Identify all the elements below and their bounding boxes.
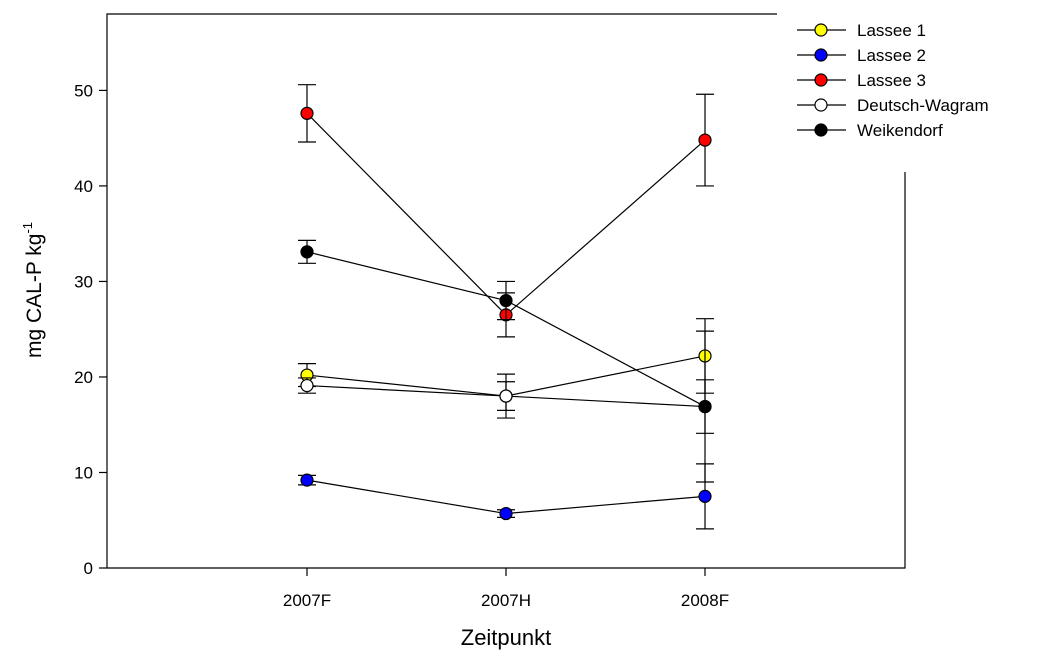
y-tick-label: 50 (74, 81, 93, 100)
y-tick-label: 40 (74, 177, 93, 196)
legend-marker (814, 98, 828, 112)
y-axis-label-superscript: -1 (20, 222, 35, 234)
legend-item: Lassee 3 (797, 71, 926, 90)
series-layer (298, 84, 714, 530)
data-point (698, 489, 712, 503)
x-tick-label: 2007F (283, 591, 331, 610)
legend-label: Lassee 1 (857, 21, 926, 40)
legend-marker (814, 48, 828, 62)
series-deutsch-wagram (298, 330, 714, 483)
data-point (499, 293, 513, 308)
data-point (698, 399, 712, 414)
y-tick-label: 0 (84, 559, 93, 578)
data-point (698, 133, 712, 147)
y-axis-label-main: mg CAL-P kg (23, 234, 46, 359)
y-axis: 0 10 20 30 40 50 (74, 81, 107, 578)
legend-item: Lassee 2 (797, 46, 926, 65)
legend-background (780, 8, 990, 168)
legend-marker (814, 123, 828, 137)
data-point (499, 506, 513, 521)
y-tick-label: 30 (74, 272, 93, 291)
y-tick-label: 10 (74, 463, 93, 482)
x-axis: 2007F 2007H 2008F (283, 568, 729, 610)
legend-label: Weikendorf (857, 121, 943, 140)
y-axis-label: mg CAL-P kg-1 (20, 222, 46, 358)
data-point (300, 106, 314, 120)
legend-item: Deutsch-Wagram (797, 96, 989, 115)
series-weikendorf (298, 239, 714, 434)
legend-marker (814, 73, 828, 87)
legend-item: Lassee 1 (797, 21, 926, 40)
series-lassee-2 (298, 463, 714, 530)
legend-item: Weikendorf (797, 121, 943, 140)
x-axis-label: Zeitpunkt (461, 625, 552, 650)
legend: Lassee 1 Lassee 2 Lassee 3 Deutsch-Wagram We… (780, 8, 990, 168)
x-tick-label: 2008F (681, 591, 729, 610)
legend-label: Lassee 2 (857, 46, 926, 65)
data-point (300, 473, 314, 487)
legend-label: Deutsch-Wagram (857, 96, 989, 115)
y-tick-label: 20 (74, 368, 93, 387)
data-point (300, 245, 314, 259)
legend-label: Lassee 3 (857, 71, 926, 90)
data-point (499, 389, 513, 403)
x-tick-label: 2007H (481, 591, 531, 610)
data-point (300, 378, 314, 393)
legend-marker (814, 23, 828, 37)
